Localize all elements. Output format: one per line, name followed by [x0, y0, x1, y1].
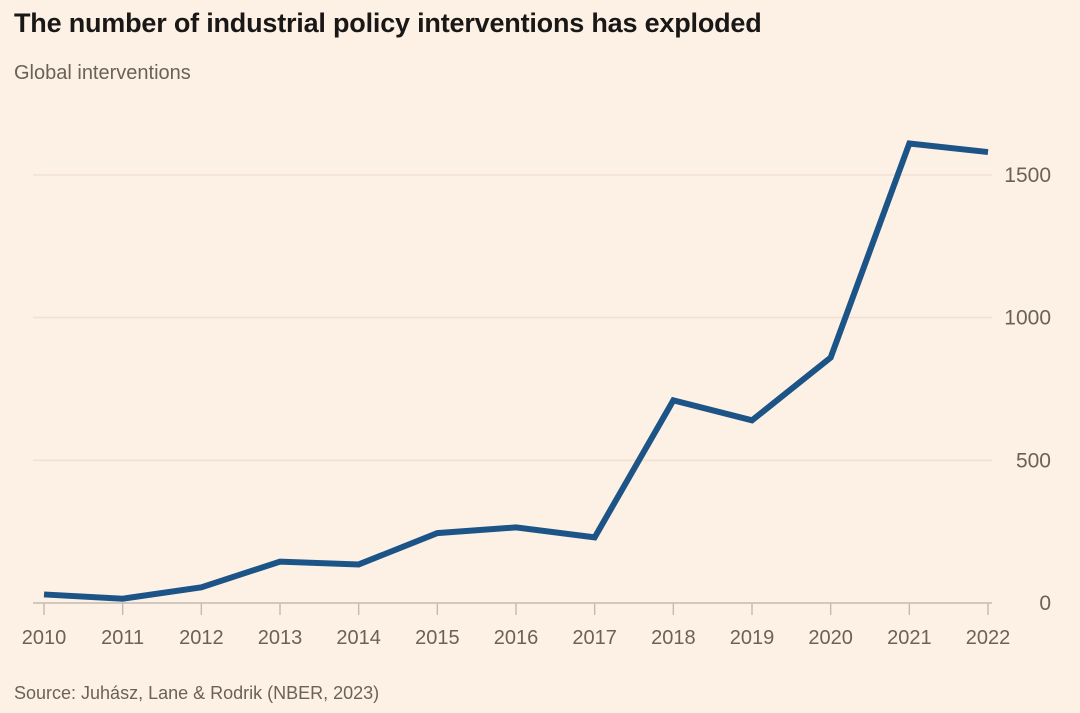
- chart-subtitle: Global interventions: [14, 62, 191, 84]
- x-tick-label: 2013: [258, 627, 303, 649]
- y-tick-label: 0: [1039, 592, 1051, 615]
- source-note: Source: Juhász, Lane & Rodrik (NBER, 202…: [14, 683, 380, 703]
- y-tick-label: 500: [1016, 449, 1051, 472]
- x-tick-label: 2021: [887, 627, 932, 649]
- x-tick-label: 2017: [572, 627, 617, 649]
- x-tick-label: 2010: [22, 627, 67, 649]
- x-tick-label: 2015: [415, 627, 460, 649]
- x-tick-label: 2012: [179, 627, 224, 649]
- x-tick-label: 2014: [336, 627, 381, 649]
- trend-line: [43, 140, 989, 602]
- x-tick-label: 2018: [651, 627, 696, 649]
- chart-title: The number of industrial policy interven…: [14, 8, 762, 38]
- x-tick-label: 2020: [808, 627, 853, 649]
- x-tick-label: 2022: [966, 627, 1011, 649]
- x-tick-label: 2011: [101, 627, 144, 649]
- y-tick-label: 1500: [1004, 164, 1051, 187]
- x-tick-label: 2016: [494, 627, 539, 649]
- y-tick-label: 1000: [1004, 307, 1051, 330]
- x-tick-label: 2019: [730, 627, 775, 649]
